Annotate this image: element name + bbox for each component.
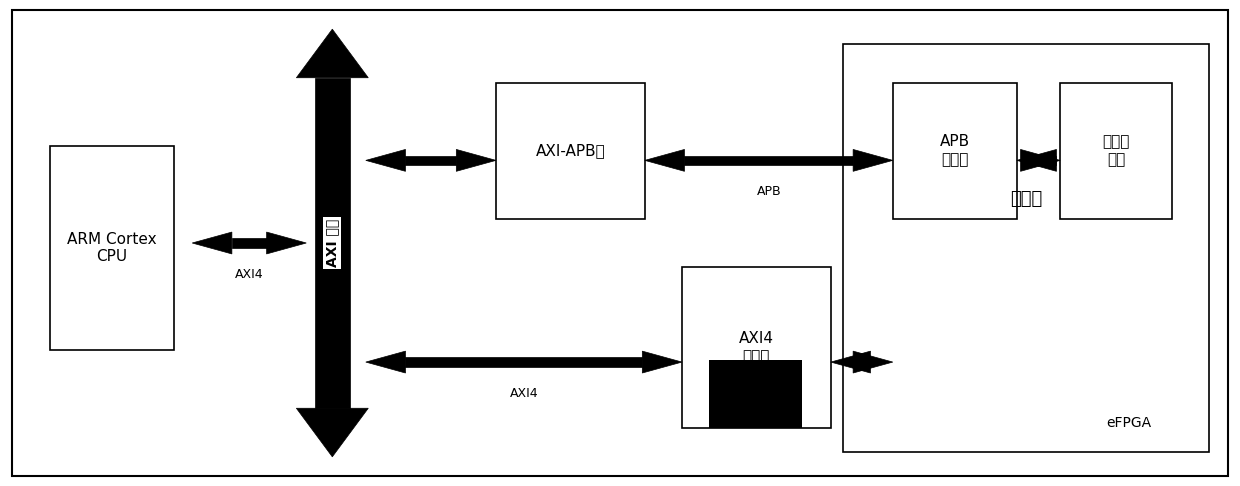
Polygon shape xyxy=(366,351,405,373)
FancyBboxPatch shape xyxy=(12,10,1228,476)
Polygon shape xyxy=(296,29,368,78)
Polygon shape xyxy=(267,232,306,254)
Text: AXI-APB桥: AXI-APB桥 xyxy=(536,143,605,158)
Text: AXI 互连: AXI 互连 xyxy=(325,219,340,267)
Polygon shape xyxy=(315,78,350,408)
Polygon shape xyxy=(405,156,456,165)
Polygon shape xyxy=(405,357,642,367)
Polygon shape xyxy=(853,357,870,367)
Text: ARM Cortex
CPU: ARM Cortex CPU xyxy=(67,232,156,264)
Polygon shape xyxy=(1021,150,1060,171)
Text: 加速器: 加速器 xyxy=(1009,190,1043,208)
Polygon shape xyxy=(232,238,267,248)
Polygon shape xyxy=(1017,150,1056,171)
Text: AXI4: AXI4 xyxy=(234,268,264,281)
Polygon shape xyxy=(1021,156,1056,165)
Text: AXI4: AXI4 xyxy=(510,387,538,400)
FancyBboxPatch shape xyxy=(893,83,1017,219)
Polygon shape xyxy=(642,351,682,373)
FancyBboxPatch shape xyxy=(50,146,174,350)
Polygon shape xyxy=(853,351,893,373)
Text: APB
从设备: APB 从设备 xyxy=(940,135,970,167)
Polygon shape xyxy=(456,150,496,171)
FancyBboxPatch shape xyxy=(496,83,645,219)
Polygon shape xyxy=(366,150,405,171)
FancyBboxPatch shape xyxy=(682,267,831,428)
Text: 寄存器
控制: 寄存器 控制 xyxy=(1102,135,1130,167)
Polygon shape xyxy=(192,232,232,254)
Polygon shape xyxy=(853,150,893,171)
Polygon shape xyxy=(645,150,684,171)
Text: eFPGA: eFPGA xyxy=(1106,416,1151,430)
FancyBboxPatch shape xyxy=(709,360,802,428)
Polygon shape xyxy=(831,351,870,373)
FancyBboxPatch shape xyxy=(843,44,1209,452)
Polygon shape xyxy=(296,408,368,457)
Text: AXI4
主设备: AXI4 主设备 xyxy=(739,331,774,364)
Text: APB: APB xyxy=(756,186,781,198)
Polygon shape xyxy=(684,156,853,165)
FancyBboxPatch shape xyxy=(1060,83,1172,219)
